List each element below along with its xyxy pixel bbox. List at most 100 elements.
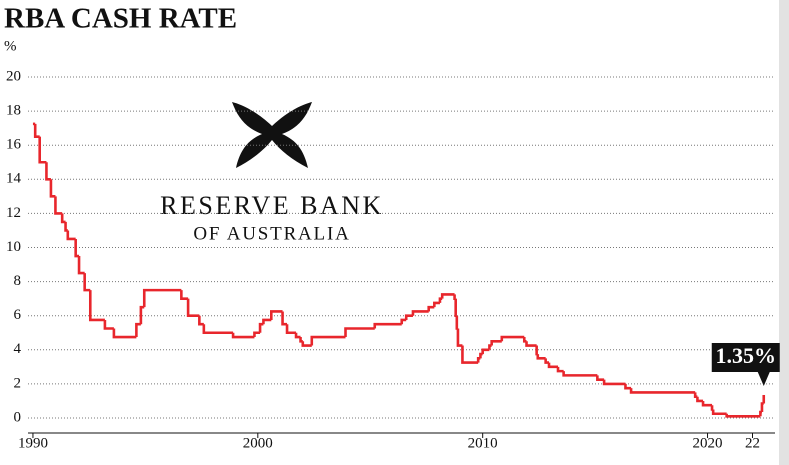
- rate-step: [60, 213, 66, 224]
- rate-step: [490, 339, 502, 346]
- rate-step: [258, 322, 264, 333]
- rate-step: [198, 315, 204, 326]
- y-tick-label: 20: [6, 68, 21, 84]
- rate-step: [344, 327, 375, 338]
- rate-step: [373, 322, 402, 329]
- annotation-box: [711, 342, 780, 386]
- x-tick-label: 2010: [468, 435, 498, 451]
- rate-step: [556, 366, 564, 373]
- rate-step: [427, 305, 435, 312]
- rate-step: [38, 136, 47, 164]
- rate-step: [262, 318, 272, 325]
- rate-step: [710, 405, 714, 411]
- x-tick-label: 2000: [243, 435, 273, 451]
- rate-step: [281, 311, 288, 326]
- rate-step: [64, 221, 68, 232]
- rate-step: [301, 341, 312, 347]
- rate-step: [142, 288, 182, 308]
- rate-step: [544, 358, 550, 364]
- rate-step: [456, 328, 463, 347]
- rate-step: [476, 357, 481, 363]
- rate-step: [285, 324, 297, 335]
- series: [32, 122, 766, 418]
- rate-step: [596, 375, 605, 381]
- rate-step: [562, 371, 598, 377]
- rate-step: [49, 179, 56, 198]
- rate-step: [759, 410, 762, 417]
- rate-step: [74, 238, 80, 258]
- rate-step: [629, 388, 696, 394]
- rate-step: [479, 352, 483, 359]
- x-tick-label: 2020: [693, 435, 723, 451]
- rate-step: [404, 314, 413, 320]
- rate-step: [33, 123, 40, 138]
- rate-step: [760, 402, 764, 413]
- y-tick-label: 4: [14, 341, 22, 357]
- rate-step: [77, 256, 85, 275]
- rate-step: [186, 298, 200, 317]
- rate-step: [535, 345, 538, 356]
- y-tick-label: 18: [6, 103, 21, 119]
- rate-step: [602, 379, 626, 386]
- y-tick-label: 8: [14, 273, 22, 289]
- rate-step: [66, 230, 76, 241]
- rate-step: [411, 310, 429, 316]
- rate-step: [433, 301, 440, 308]
- rate-step: [701, 400, 713, 407]
- rate-step: [231, 332, 255, 339]
- y-unit: %: [4, 38, 17, 54]
- y-tick-label: 6: [14, 307, 22, 323]
- rate-step: [310, 335, 346, 346]
- rate-step: [103, 319, 114, 330]
- rate-step: [88, 290, 105, 322]
- y-tick-label: 2: [14, 375, 22, 391]
- rate-step: [455, 315, 459, 330]
- rate-step: [624, 383, 632, 390]
- rate-step: [438, 297, 443, 303]
- x-tick-label: 22: [745, 435, 760, 451]
- rate-step: [45, 162, 51, 181]
- rate-step: [135, 322, 141, 338]
- annotation: 1.35%: [711, 342, 780, 386]
- page-edge: [779, 0, 789, 465]
- logo: RESERVE BANK OF AUSTRALIA: [160, 102, 384, 244]
- x-tick-label: 1990: [18, 435, 48, 451]
- rate-step: [112, 328, 137, 339]
- rate-step: [536, 354, 546, 360]
- rate-step: [440, 293, 455, 299]
- rate-step: [299, 337, 303, 343]
- rate-step: [400, 318, 407, 325]
- y-tick-label: 16: [6, 137, 22, 153]
- chart-title: RBA CASH RATE: [4, 3, 237, 35]
- rate-step: [488, 344, 492, 350]
- rate-step: [54, 196, 63, 215]
- rate-step: [461, 345, 479, 364]
- rate-step: [454, 298, 457, 317]
- rate-step: [696, 396, 704, 403]
- rate-step: [693, 392, 698, 398]
- rate-step: [525, 341, 537, 347]
- y-tick-label: 14: [6, 171, 22, 187]
- rate-step: [180, 290, 189, 300]
- rate-step: [270, 310, 283, 320]
- rate-step: [202, 324, 234, 335]
- rate-step: [83, 273, 91, 292]
- rate-step: [547, 362, 559, 369]
- logo-line: RESERVE BANK: [160, 191, 384, 220]
- y-tick-label: 10: [6, 239, 21, 255]
- rate-step: [453, 294, 456, 300]
- rate-step: [522, 337, 527, 343]
- rate-step: [711, 409, 727, 416]
- rate-step: [481, 348, 490, 355]
- y-tick-label: 12: [6, 205, 21, 221]
- rate-step: [725, 413, 761, 418]
- logo-line: OF AUSTRALIA: [193, 223, 350, 244]
- annotation-label: 1.35%: [716, 343, 777, 368]
- rate-step: [253, 331, 261, 338]
- rate-step: [294, 332, 301, 339]
- rate-step: [500, 335, 525, 342]
- logo-emblem: [232, 102, 312, 168]
- y-tick-label: 0: [14, 409, 22, 425]
